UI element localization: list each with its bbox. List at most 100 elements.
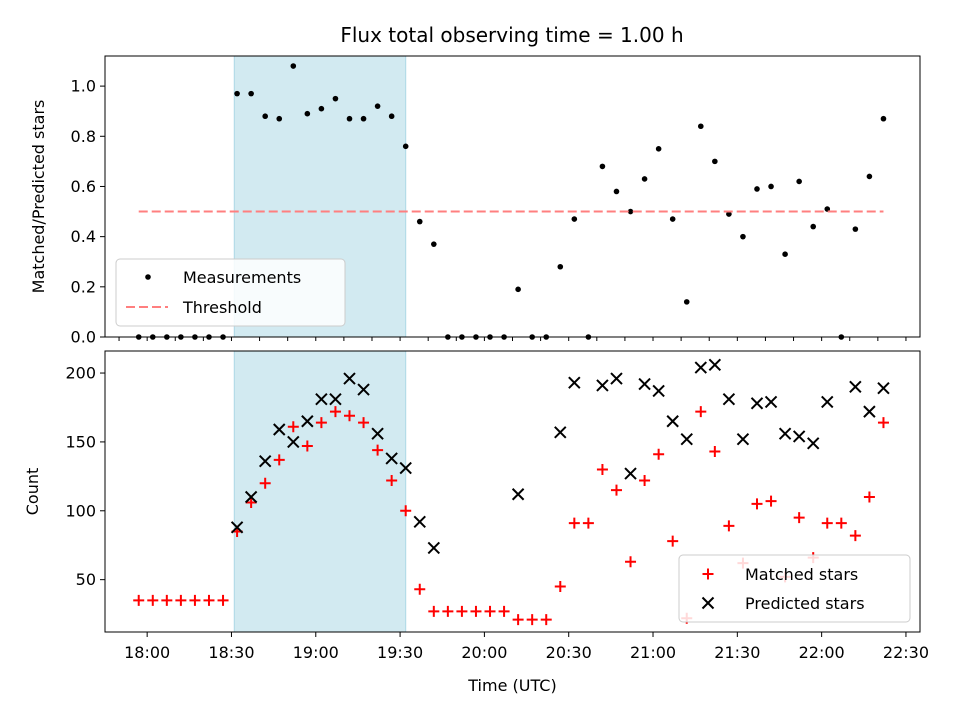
predicted-star-point (301, 415, 314, 428)
legend-x-marker (701, 596, 715, 610)
count-y-axis-label: Count (23, 468, 42, 516)
matched-star-point (358, 417, 370, 429)
predicted-star-point (792, 430, 806, 443)
matched-star-point (610, 484, 622, 496)
y-tick-label: 150 (65, 432, 96, 451)
ratio-y-axis-label: Matched/Predicted stars (29, 100, 48, 294)
predicted-star-point (315, 393, 328, 406)
predicted-star-point (273, 423, 286, 436)
predicted-star-point (708, 358, 722, 371)
predicted-star-point (610, 372, 623, 385)
measurement-point (782, 251, 788, 258)
measurement-point (768, 183, 774, 190)
x-tick-label: 19:30 (377, 643, 423, 662)
x-tick-label: 20:00 (461, 643, 507, 662)
x-axis-label: Time (UTC) (467, 676, 556, 695)
matched-star-point (386, 474, 398, 486)
predicted-star-point (511, 488, 525, 501)
matched-star-point (442, 605, 454, 617)
y-tick-label: 0.8 (71, 127, 96, 146)
measurement-point (613, 188, 620, 195)
matched-star-point (582, 517, 594, 529)
count-plot-frame (104, 350, 921, 633)
legend-box (678, 554, 911, 623)
measurement-point (726, 211, 732, 217)
matched-star-point (751, 498, 763, 510)
legend-label-matched: Matched stars (745, 565, 858, 584)
legend-dot-marker (145, 274, 151, 280)
predicted-star-point (652, 384, 665, 398)
ratio-panel: 0.0 0.2 0.4 0.6 0.8 1.0 Matched/Predicted sta… (29, 55, 921, 347)
y-tick-label: 0.4 (71, 227, 96, 246)
predicted-star-point (694, 361, 708, 374)
predicted-star-point (596, 379, 609, 392)
matched-star-point (835, 517, 847, 529)
measurement-point (402, 143, 409, 150)
predicted-star-point (778, 427, 792, 440)
matched-star-point (400, 505, 412, 517)
matched-star-point (639, 474, 651, 486)
predicted-star-point (371, 427, 384, 440)
y-tick-label: 100 (65, 501, 96, 520)
predicted-star-point (343, 372, 356, 385)
matched-star-point (653, 448, 665, 460)
matched-star-point (568, 517, 580, 529)
count-axis-ticks: 50 100 150 200 18:00 18:30 19:00 19:30 20:00 20:3… (65, 364, 929, 662)
x-tick-label: 22:30 (883, 643, 929, 662)
matched-star-point (372, 444, 384, 456)
matched-star-point (625, 556, 637, 568)
matched-star-point (695, 406, 707, 418)
predicted-star-point (329, 393, 342, 406)
measurement-point (796, 178, 802, 185)
matched-star-point (301, 440, 313, 452)
count-legend: Matched stars Predicted stars (678, 554, 911, 623)
measurement-point (754, 186, 760, 192)
predicted-star-point (806, 437, 820, 450)
predicted-star-point (385, 452, 398, 465)
measurement-point (852, 226, 859, 232)
matched-star-point (133, 594, 145, 606)
predicted-star-point (427, 541, 441, 555)
x-tick-label: 18:00 (124, 643, 170, 662)
y-tick-label: 0.2 (71, 277, 96, 296)
matched-star-point (793, 512, 805, 524)
matched-star-point (329, 406, 341, 418)
predicted-star-point (863, 405, 876, 418)
legend-plus-marker (702, 568, 714, 580)
measurement-point (683, 299, 690, 305)
predicted-star-point (413, 515, 426, 529)
measurement-point (515, 286, 521, 293)
measurement-point (262, 113, 268, 120)
legend-label-predicted: Predicted stars (745, 594, 865, 613)
legend-label-measurements: Measurements (183, 268, 301, 287)
measurement-point (346, 115, 353, 122)
measurement-point (655, 146, 662, 152)
measurement-point (824, 206, 831, 212)
matched-star-point (414, 583, 426, 595)
chart-title: Flux total observing time = 1.00 h (340, 23, 683, 47)
matched-star-point (259, 477, 271, 489)
measurement-point (866, 173, 873, 180)
matched-star-point (245, 497, 257, 509)
matched-star-point (512, 614, 524, 626)
matched-star-point (723, 520, 735, 532)
matched-star-point (175, 594, 187, 606)
measurement-point (290, 63, 297, 69)
matched-star-point (526, 614, 538, 626)
predicted-star-point (877, 381, 890, 395)
measurement-point (248, 90, 254, 97)
matched-star-point (203, 594, 215, 606)
legend-label-threshold: Threshold (182, 298, 262, 317)
predicted-star-point (624, 467, 637, 480)
matched-star-point (667, 535, 679, 547)
predicted-star-point (568, 376, 581, 389)
predicted-star-point (357, 383, 370, 396)
measurement-point (740, 233, 746, 240)
measurement-point (557, 263, 564, 270)
y-tick-label: 1.0 (71, 77, 96, 96)
measurement-point (416, 218, 423, 225)
matched-star-point (765, 495, 777, 507)
y-tick-label: 0.0 (71, 328, 96, 347)
legend-box (115, 258, 346, 327)
